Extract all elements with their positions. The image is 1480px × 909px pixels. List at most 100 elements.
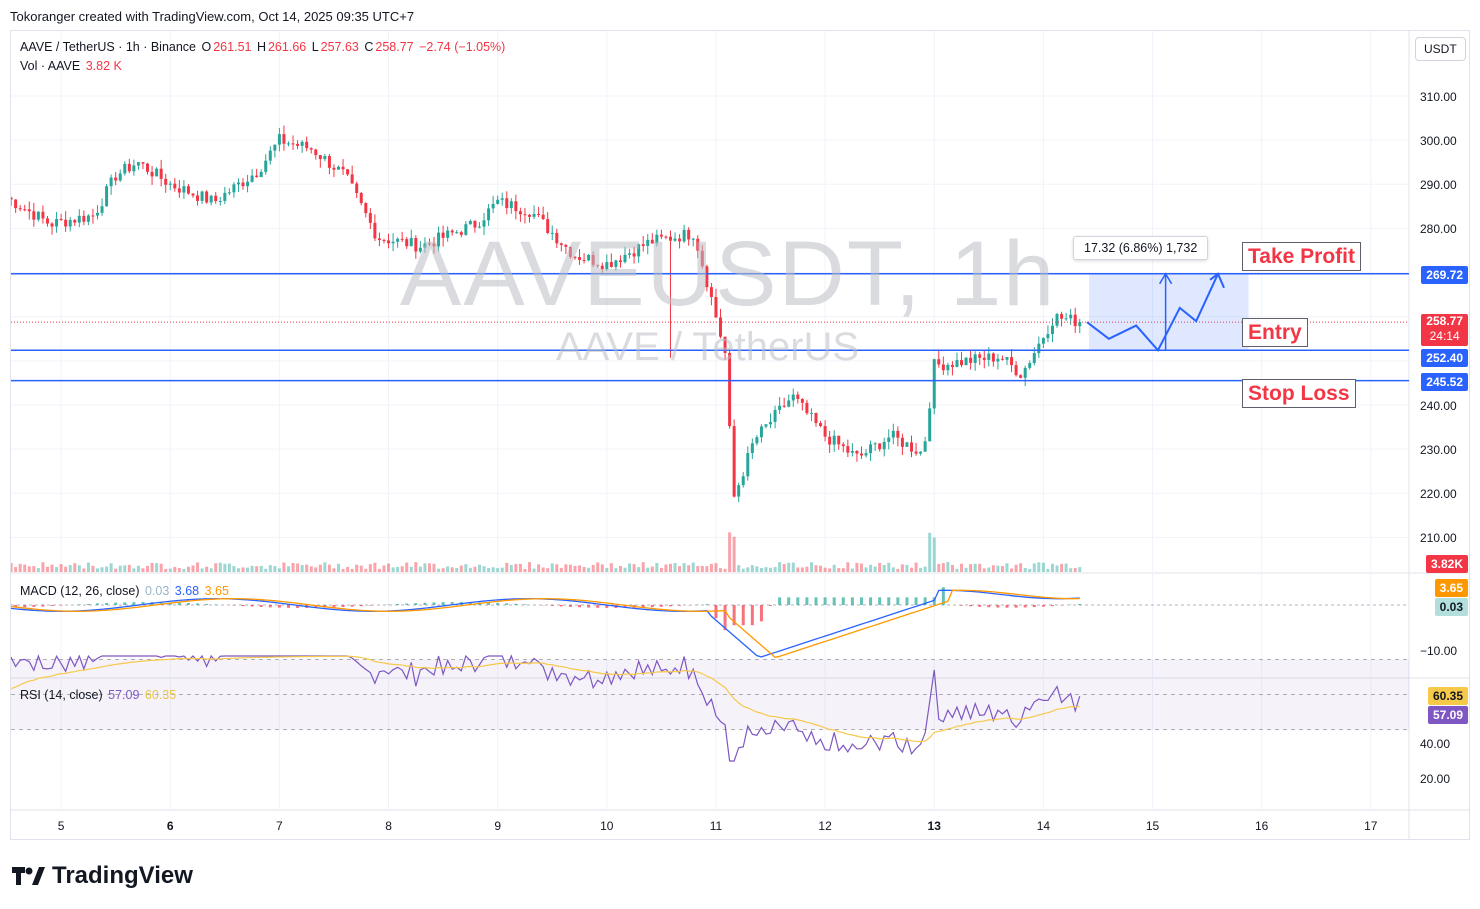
candle-body <box>923 441 927 452</box>
candle-body <box>146 163 150 172</box>
candle-body <box>223 192 227 201</box>
candle-body <box>828 436 832 445</box>
rsi-value-label: 57.09 <box>1427 706 1468 724</box>
volume-bar <box>77 565 81 572</box>
candle-body <box>655 234 659 244</box>
candle-body <box>359 193 363 204</box>
macd-label[interactable]: MACD (12, 26, close) <box>20 584 140 598</box>
candle-body <box>896 430 900 438</box>
volume-bar <box>764 567 768 572</box>
candle-body <box>1000 358 1004 360</box>
macd-histogram-bar <box>468 602 472 605</box>
rsi-label[interactable]: RSI (14, close) <box>20 688 103 702</box>
macd-legend[interactable]: MACD (12, 26, close) 0.03 3.68 3.65 <box>20 584 231 598</box>
candle-body <box>1019 375 1023 378</box>
volume-bar <box>382 565 386 572</box>
candle-body <box>618 260 622 263</box>
candle-body <box>368 213 372 223</box>
candle-body <box>946 364 950 371</box>
take-profit-annotation[interactable]: Take Profit <box>1242 242 1361 271</box>
volume-bar <box>964 567 968 572</box>
volume-bar <box>655 562 659 572</box>
candle-body <box>632 253 636 257</box>
candle-body <box>464 224 468 235</box>
time-tick: 8 <box>385 819 392 833</box>
entry-annotation[interactable]: Entry <box>1242 318 1308 347</box>
rsi-ma-label: 60.35 <box>1427 687 1468 705</box>
candle-body <box>50 223 54 227</box>
macd-histogram-bar <box>205 603 209 605</box>
candle-body <box>523 214 527 216</box>
candle-body <box>100 206 104 213</box>
volume-bar <box>773 567 777 572</box>
volume-bar <box>1078 567 1082 572</box>
volume-bar <box>214 563 218 572</box>
macd-signal-line <box>11 589 1080 658</box>
volume-bar <box>391 567 395 572</box>
candle-body <box>446 230 450 238</box>
volume-bar <box>268 565 272 572</box>
candle-body <box>687 229 691 240</box>
volume-bar <box>932 537 936 572</box>
candle-body <box>182 186 186 193</box>
price-tick: 280.00 <box>1420 222 1457 236</box>
candle-body <box>878 443 882 450</box>
candle-body <box>123 163 127 174</box>
candle-body <box>864 453 868 456</box>
candle-body <box>973 354 977 363</box>
volume-bar <box>537 564 541 572</box>
time-tick: 17 <box>1364 819 1378 833</box>
macd-histogram-bar <box>368 605 372 606</box>
volume-bar <box>910 567 914 572</box>
volume-bar <box>441 568 445 572</box>
macd-histogram-bar <box>878 597 882 605</box>
candle-body <box>382 239 386 241</box>
volume-bar <box>309 566 313 572</box>
volume-bar <box>355 564 359 572</box>
volume-bar <box>832 564 836 572</box>
candle-body <box>27 209 31 212</box>
candle-body <box>528 214 532 217</box>
candle-body <box>332 167 336 170</box>
candle-body <box>882 441 886 450</box>
candle-body <box>778 405 782 410</box>
volume-bar <box>659 567 663 572</box>
candle-body <box>637 244 641 257</box>
candle-body <box>173 183 177 189</box>
volume-bar <box>159 563 163 572</box>
stop-loss-annotation[interactable]: Stop Loss <box>1242 379 1356 408</box>
volume-bar <box>59 564 63 572</box>
macd-histogram-bar <box>723 605 727 631</box>
volume-bar <box>737 565 741 572</box>
volume-bar <box>850 568 854 572</box>
candle-body <box>82 215 86 222</box>
currency-button[interactable]: USDT <box>1415 37 1466 61</box>
chart-frame[interactable]: 5 6 7 8 9 10 11 12 13 14 15 16 17 <box>10 30 1470 840</box>
macd-histogram-bar <box>186 603 190 605</box>
symbol-name[interactable]: AAVE / TetherUS · 1h · Binance <box>20 40 197 54</box>
macd-histogram-bar <box>114 602 118 605</box>
symbol-legend[interactable]: AAVE / TetherUS · 1h · Binance O 261.51 H… <box>20 40 507 54</box>
candle-body <box>191 193 195 196</box>
tradingview-logo[interactable]: TradingView <box>12 862 193 890</box>
volume-bar <box>482 566 486 572</box>
candle-body <box>987 353 991 360</box>
candle-body <box>555 232 559 244</box>
macd-line <box>11 589 1080 658</box>
volume-bar <box>473 566 477 572</box>
macd-histogram-bar <box>1050 605 1054 607</box>
candle-body <box>73 219 77 223</box>
macd-histogram-bar <box>914 597 918 605</box>
volume-bar <box>95 568 99 572</box>
chart-canvas[interactable]: 5 6 7 8 9 10 11 12 13 14 15 16 17 <box>11 31 1469 839</box>
volume-bar <box>987 567 991 572</box>
volume-bar <box>323 562 327 572</box>
candle-body <box>605 262 609 270</box>
volume-legend[interactable]: Vol · AAVE 3.82 K <box>20 59 124 73</box>
macd-histogram-bar <box>1078 604 1082 605</box>
macd-histogram-bar <box>232 605 236 606</box>
rsi-legend[interactable]: RSI (14, close) 57.09 60.35 <box>20 688 178 702</box>
volume-bar <box>487 567 491 572</box>
time-tick: 9 <box>494 819 501 833</box>
macd-histogram-bar <box>286 605 290 608</box>
